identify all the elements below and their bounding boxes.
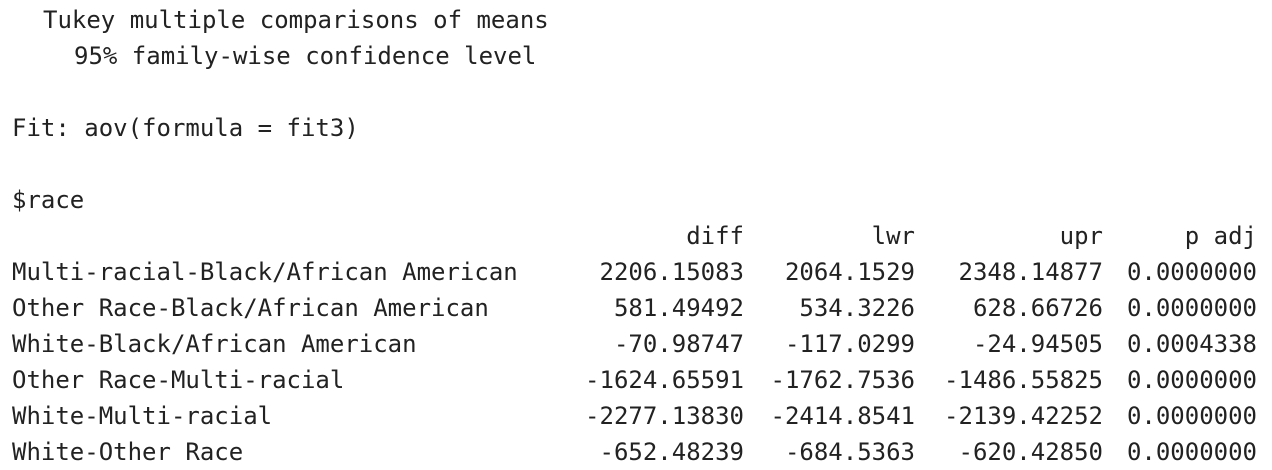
cell-lwr: -117.0299 xyxy=(784,330,915,358)
cell-upr: -2139.42252 xyxy=(944,402,1103,430)
column-header-upr: upr xyxy=(1059,222,1103,250)
cell-diff: -652.48239 xyxy=(599,438,745,466)
row-label: White-Other Race xyxy=(12,438,244,466)
cell-p-adj: 0.0000000 xyxy=(1126,402,1257,430)
cell-diff: 2206.15083 xyxy=(599,258,745,286)
cell-lwr: 534.3226 xyxy=(799,294,915,322)
cell-p-adj: 0.0000000 xyxy=(1126,366,1257,394)
cell-upr: 628.66726 xyxy=(972,294,1103,322)
cell-lwr: -2414.8541 xyxy=(770,402,916,430)
row-label: Other Race-Multi-racial xyxy=(12,366,345,394)
column-header-diff: diff xyxy=(686,222,744,250)
fit-formula: Fit: aov(formula = fit3) xyxy=(12,114,359,142)
term-name: $race xyxy=(12,186,85,214)
cell-p-adj: 0.0004338 xyxy=(1126,330,1257,358)
cell-lwr: 2064.1529 xyxy=(784,258,915,286)
cell-upr: -24.94505 xyxy=(972,330,1103,358)
cell-diff: -2277.13830 xyxy=(585,402,744,430)
cell-upr: -620.42850 xyxy=(958,438,1104,466)
column-header-p-adj: p adj xyxy=(1184,222,1257,250)
row-label: Other Race-Black/African American xyxy=(12,294,489,322)
output-title: Tukey multiple comparisons of means xyxy=(43,6,549,34)
cell-diff: -1624.65591 xyxy=(585,366,744,394)
cell-upr: 2348.14877 xyxy=(958,258,1104,286)
cell-lwr: -684.5363 xyxy=(784,438,915,466)
row-label: Multi-racial-Black/African American xyxy=(12,258,518,286)
cell-p-adj: 0.0000000 xyxy=(1126,258,1257,286)
row-label: White-Black/African American xyxy=(12,330,417,358)
cell-upr: -1486.55825 xyxy=(944,366,1103,394)
cell-lwr: -1762.7536 xyxy=(770,366,916,394)
cell-diff: 581.49492 xyxy=(613,294,744,322)
row-label: White-Multi-racial xyxy=(12,402,273,430)
output-subtitle: 95% family-wise confidence level xyxy=(74,42,537,70)
cell-p-adj: 0.0000000 xyxy=(1126,438,1257,466)
cell-p-adj: 0.0000000 xyxy=(1126,294,1257,322)
cell-diff: -70.98747 xyxy=(613,330,744,358)
column-header-lwr: lwr xyxy=(871,222,915,250)
